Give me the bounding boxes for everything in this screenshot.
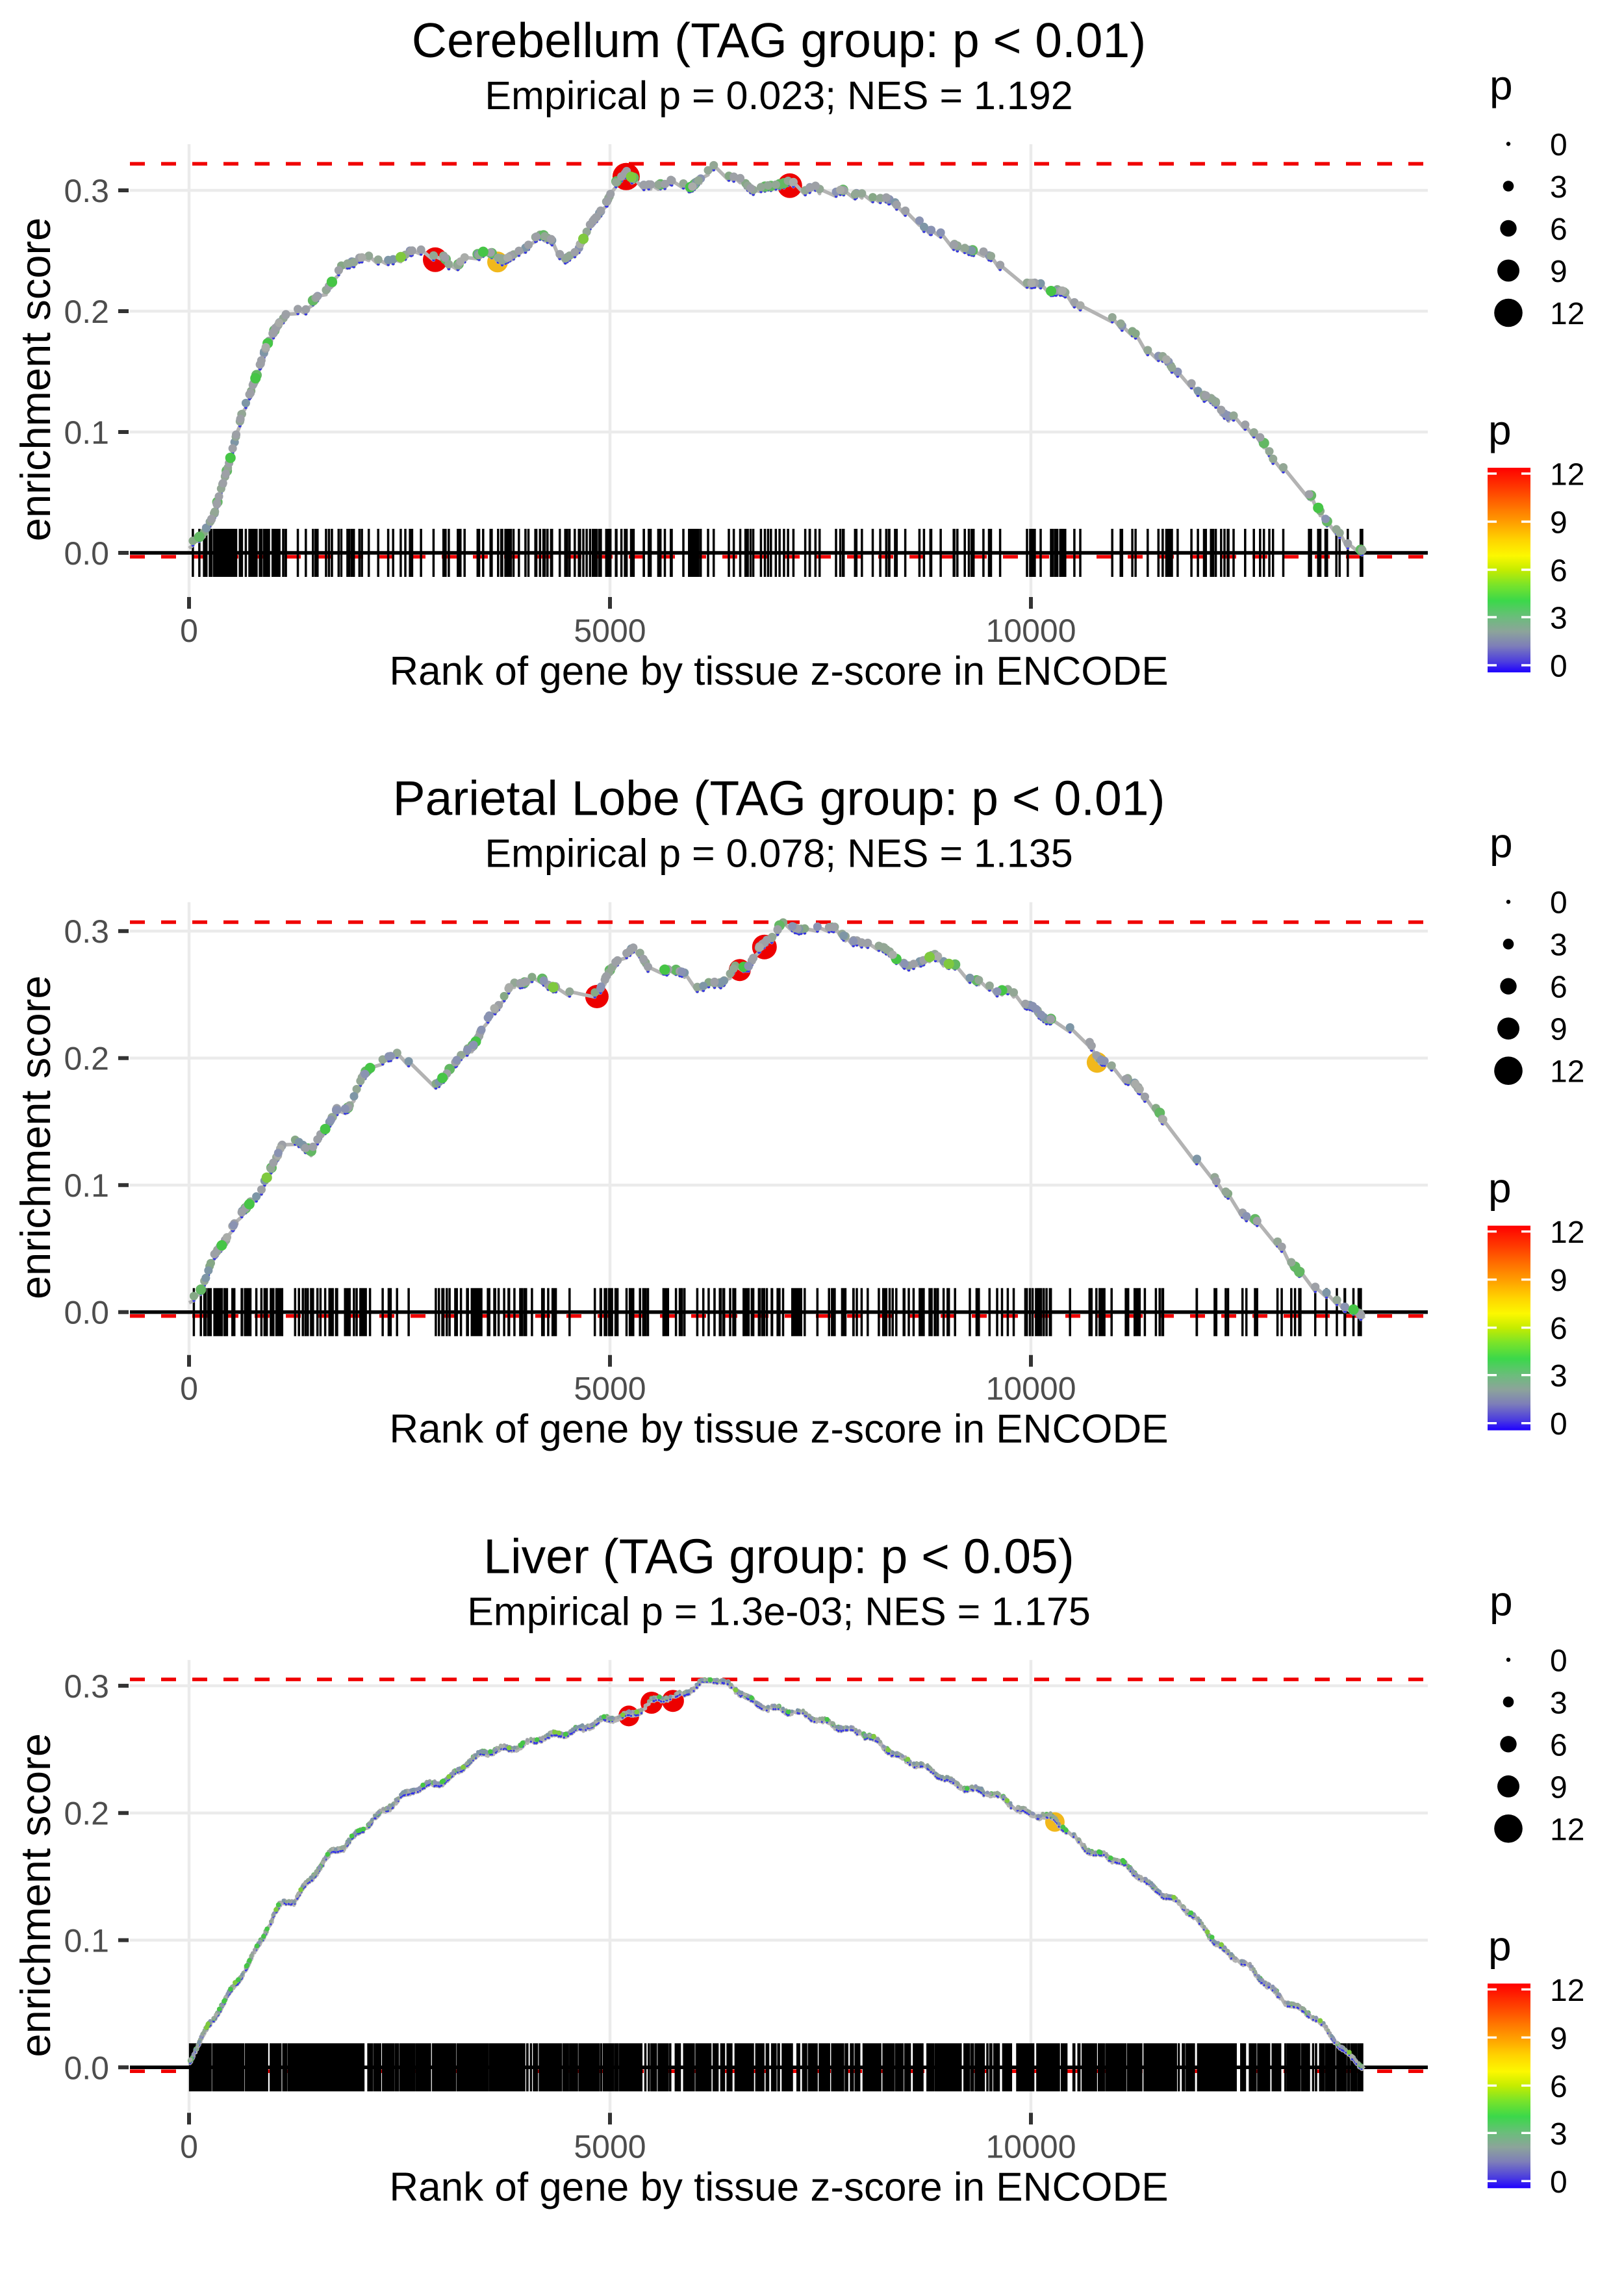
svg-text:3: 3 [1550, 602, 1567, 636]
svg-text:12: 12 [1550, 458, 1584, 492]
svg-text:0.0: 0.0 [64, 1295, 109, 1331]
svg-text:10000: 10000 [985, 613, 1076, 649]
svg-text:Liver (TAG group: p < 0.05): Liver (TAG group: p < 0.05) [483, 1529, 1074, 1583]
svg-text:0: 0 [1550, 650, 1567, 684]
svg-text:12: 12 [1550, 297, 1584, 331]
svg-text:0.2: 0.2 [64, 294, 109, 330]
svg-text:6: 6 [1550, 971, 1567, 1005]
svg-text:12: 12 [1550, 1215, 1584, 1250]
svg-text:0.0: 0.0 [64, 2050, 109, 2086]
svg-text:9: 9 [1550, 1013, 1567, 1047]
svg-text:3: 3 [1550, 170, 1567, 205]
svg-text:6: 6 [1550, 1728, 1567, 1762]
svg-text:0.3: 0.3 [64, 913, 109, 950]
svg-text:0: 0 [1550, 2165, 1567, 2200]
svg-text:0.0: 0.0 [64, 535, 109, 572]
svg-text:0: 0 [1550, 128, 1567, 162]
svg-text:0.2: 0.2 [64, 1796, 109, 1832]
svg-text:0: 0 [180, 2128, 198, 2165]
svg-text:5000: 5000 [574, 613, 646, 649]
svg-text:Parietal Lobe (TAG group: p <: Parietal Lobe (TAG group: p < 0.01) [393, 771, 1165, 826]
svg-text:9: 9 [1550, 1264, 1567, 1298]
svg-text:0: 0 [1550, 886, 1567, 921]
svg-text:3: 3 [1550, 2117, 1567, 2152]
svg-text:p: p [1490, 1577, 1513, 1624]
svg-text:0.3: 0.3 [64, 1668, 109, 1705]
svg-text:0: 0 [1550, 1644, 1567, 1678]
svg-text:Empirical p = 0.023; NES = 1.1: Empirical p = 0.023; NES = 1.192 [485, 73, 1072, 118]
svg-text:0: 0 [180, 1371, 198, 1407]
svg-text:6: 6 [1550, 1312, 1567, 1346]
svg-text:10000: 10000 [985, 2128, 1076, 2165]
svg-text:p: p [1488, 407, 1512, 453]
svg-text:p: p [1488, 1922, 1512, 1969]
svg-text:enrichment score: enrichment score [12, 218, 59, 542]
svg-text:Empirical p = 1.3e-03; NES = 1: Empirical p = 1.3e-03; NES = 1.175 [467, 1589, 1091, 1633]
svg-text:3: 3 [1550, 1686, 1567, 1720]
svg-text:3: 3 [1550, 928, 1567, 963]
svg-text:0.2: 0.2 [64, 1041, 109, 1077]
svg-text:3: 3 [1550, 1359, 1567, 1393]
svg-text:0.3: 0.3 [64, 173, 109, 209]
svg-text:5000: 5000 [574, 1371, 646, 1407]
svg-text:p: p [1490, 820, 1513, 867]
svg-text:0: 0 [180, 613, 198, 649]
svg-text:12: 12 [1550, 1813, 1584, 1847]
svg-text:0.1: 0.1 [64, 1167, 109, 1204]
svg-text:Empirical p = 0.078; NES = 1.1: Empirical p = 0.078; NES = 1.135 [485, 832, 1072, 876]
svg-text:12: 12 [1550, 1055, 1584, 1089]
svg-text:enrichment score: enrichment score [12, 975, 59, 1299]
svg-text:12: 12 [1550, 1974, 1584, 2008]
svg-text:9: 9 [1550, 255, 1567, 289]
svg-text:9: 9 [1550, 1770, 1567, 1805]
svg-text:6: 6 [1550, 2070, 1567, 2104]
svg-text:6: 6 [1550, 212, 1567, 247]
svg-text:0: 0 [1550, 1407, 1567, 1442]
svg-text:enrichment score: enrichment score [12, 1733, 59, 2057]
svg-text:9: 9 [1550, 2022, 1567, 2056]
svg-text:p: p [1490, 62, 1513, 108]
svg-text:Rank of gene by tissue z-score: Rank of gene by tissue z-score in ENCODE [389, 649, 1168, 694]
svg-text:6: 6 [1550, 554, 1567, 589]
svg-text:p: p [1488, 1165, 1512, 1212]
svg-text:9: 9 [1550, 506, 1567, 541]
svg-text:0.1: 0.1 [64, 1923, 109, 1959]
svg-text:10000: 10000 [985, 1371, 1076, 1407]
svg-text:Cerebellum (TAG group: p < 0.0: Cerebellum (TAG group: p < 0.01) [412, 13, 1146, 68]
svg-text:Rank of gene by tissue z-score: Rank of gene by tissue z-score in ENCODE [389, 2165, 1168, 2209]
svg-text:0.1: 0.1 [64, 414, 109, 451]
svg-text:5000: 5000 [574, 2128, 646, 2165]
svg-text:Rank of gene by tissue z-score: Rank of gene by tissue z-score in ENCODE [389, 1407, 1168, 1452]
